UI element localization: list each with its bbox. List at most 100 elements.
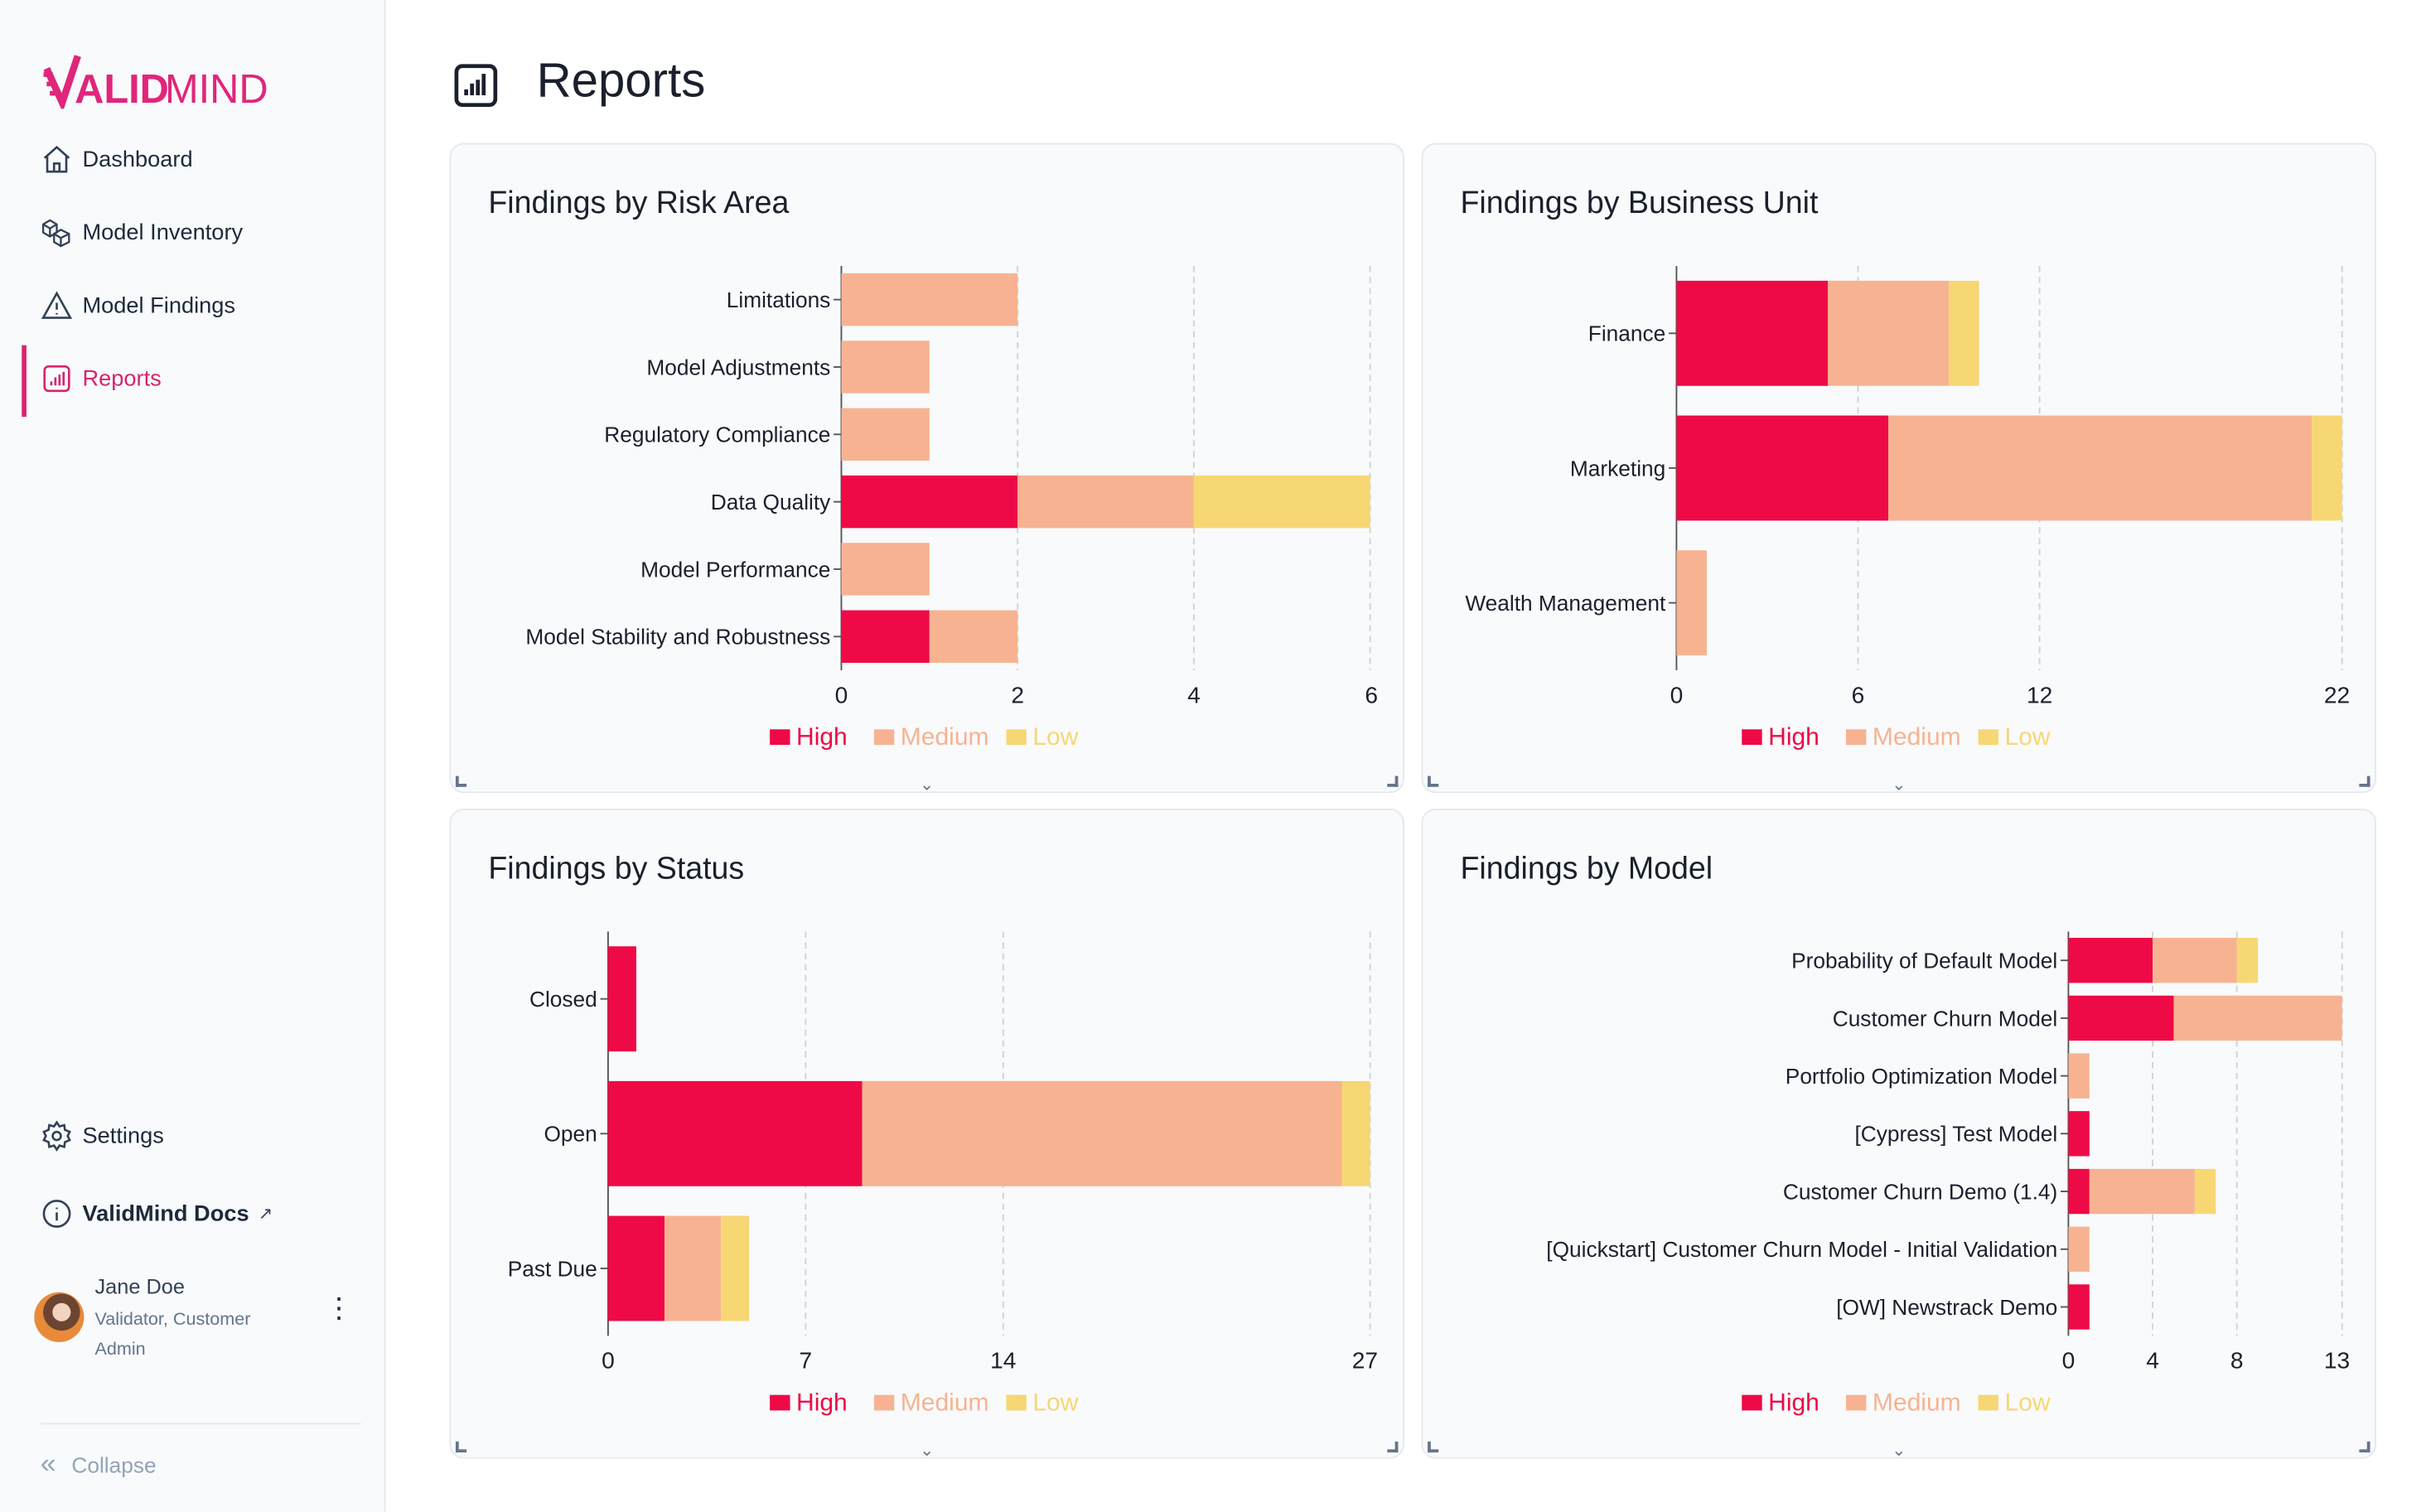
bar-medium[interactable] xyxy=(862,1080,1342,1186)
resize-handle[interactable] xyxy=(455,1441,467,1453)
chevron-down-icon[interactable]: ⌄ xyxy=(1892,1441,1906,1461)
legend-label[interactable]: Medium xyxy=(1873,723,1961,751)
legend-label[interactable]: Low xyxy=(1032,1389,1078,1416)
collapse-button[interactable]: « Collapse xyxy=(41,1447,157,1480)
x-tick-label: 4 xyxy=(2146,1348,2159,1374)
svg-text:MIND: MIND xyxy=(165,67,268,109)
bar-medium[interactable] xyxy=(841,543,930,596)
resize-handle[interactable] xyxy=(2359,1441,2370,1453)
bar-medium[interactable] xyxy=(841,273,1018,326)
legend-label[interactable]: Low xyxy=(2004,1389,2050,1416)
legend-label[interactable]: Medium xyxy=(901,1389,989,1416)
bar-high[interactable] xyxy=(607,946,636,1052)
x-tick-label: 7 xyxy=(800,1348,813,1374)
validmind-logo[interactable]: ALID MIND xyxy=(41,53,271,117)
y-tick-label: [Cypress] Test Model xyxy=(1855,1122,2058,1147)
y-tick-label: Finance xyxy=(1588,321,1665,346)
x-tick-label: 6 xyxy=(1365,682,1378,708)
chart-plot: 0 7 14 27 Closed Open Past Due High Medium Low xyxy=(508,931,1378,1416)
bar-high[interactable] xyxy=(607,1080,863,1186)
resize-handle[interactable] xyxy=(1387,1441,1399,1453)
bar-high[interactable] xyxy=(2068,1168,2090,1215)
bar-low[interactable] xyxy=(1341,1080,1370,1186)
x-tick-label: 4 xyxy=(1187,682,1201,708)
sidebar-item-settings[interactable]: Settings xyxy=(41,1119,164,1152)
bar-high[interactable] xyxy=(1676,415,1889,521)
legend-label[interactable]: Low xyxy=(2004,723,2050,751)
bar-medium[interactable] xyxy=(841,341,930,394)
bar-medium[interactable] xyxy=(2068,1053,2090,1099)
user-name: Jane Doe xyxy=(94,1275,185,1299)
chevron-down-icon[interactable]: ⌄ xyxy=(920,1441,935,1461)
bar-low[interactable] xyxy=(2194,1168,2216,1215)
sidebar-item-reports[interactable]: Reports xyxy=(41,362,162,394)
bar-medium[interactable] xyxy=(2068,1226,2090,1272)
bar-medium[interactable] xyxy=(2173,995,2342,1041)
bar-high[interactable] xyxy=(607,1215,665,1321)
resize-handle[interactable] xyxy=(1387,775,1399,787)
bar-medium[interactable] xyxy=(929,610,1018,664)
info-icon xyxy=(42,1200,71,1228)
chevron-down-icon[interactable]: ⌄ xyxy=(920,775,935,795)
resize-handle[interactable] xyxy=(1428,775,1439,787)
bar-high[interactable] xyxy=(1676,280,1828,386)
bar-medium[interactable] xyxy=(1676,550,1707,656)
legend-swatch xyxy=(1742,729,1762,746)
warning-icon xyxy=(41,291,73,319)
legend-label[interactable]: High xyxy=(1768,1389,1820,1416)
legend-label[interactable]: Low xyxy=(1032,723,1078,751)
legend-label[interactable]: High xyxy=(796,1389,848,1416)
x-tick-label: 22 xyxy=(2324,682,2350,708)
legend-swatch xyxy=(1978,1394,1998,1411)
sidebar-item-model-inventory[interactable]: Model Inventory xyxy=(41,216,243,249)
bar-medium[interactable] xyxy=(1888,415,2312,521)
resize-handle[interactable] xyxy=(2359,775,2370,787)
bar-low[interactable] xyxy=(1949,280,1979,386)
bar-high[interactable] xyxy=(2068,995,2174,1041)
legend-label[interactable]: Medium xyxy=(901,723,989,751)
resize-handle[interactable] xyxy=(455,775,467,787)
legend: High Medium Low xyxy=(1742,1389,2051,1416)
x-tick-label: 27 xyxy=(1352,1348,1378,1374)
bar-low[interactable] xyxy=(1193,475,1370,529)
y-tick-label: Past Due xyxy=(508,1256,597,1281)
chevron-down-icon[interactable]: ⌄ xyxy=(1892,775,1906,795)
y-tick-label: Closed xyxy=(529,987,597,1012)
bar-low[interactable] xyxy=(2312,415,2342,521)
bar-high[interactable] xyxy=(841,475,1018,529)
y-tick-label: Model Adjustments xyxy=(646,355,830,379)
bar-medium[interactable] xyxy=(664,1215,722,1321)
legend-label[interactable]: High xyxy=(1768,723,1820,751)
y-tick-label: Probability of Default Model xyxy=(1791,949,2057,973)
bar-medium[interactable] xyxy=(2153,937,2237,983)
x-tick-label: 14 xyxy=(990,1348,1016,1374)
chart-title: Findings by Business Unit xyxy=(1460,186,1819,221)
legend-label[interactable]: High xyxy=(796,723,848,751)
external-link-icon: ↗ xyxy=(258,1205,273,1225)
legend-label[interactable]: Medium xyxy=(1873,1389,1961,1416)
bar-medium[interactable] xyxy=(841,408,930,461)
x-tick-label: 8 xyxy=(2230,1348,2244,1374)
chart-card-business-unit: Findings by Business Unit ⌄ 0 6 12 22 Financ… xyxy=(1421,143,2377,795)
legend: High Medium Low xyxy=(770,1389,1079,1416)
bar-high[interactable] xyxy=(2068,1111,2090,1157)
bar-medium[interactable] xyxy=(2089,1168,2195,1215)
resize-handle[interactable] xyxy=(1428,1441,1439,1453)
bar-low[interactable] xyxy=(2236,937,2259,983)
bar-high[interactable] xyxy=(2068,1284,2090,1330)
x-tick-label: 6 xyxy=(1852,682,1865,708)
more-options-icon[interactable]: ⋮ xyxy=(325,1292,354,1324)
sidebar-item-model-findings[interactable]: Model Findings xyxy=(41,289,235,321)
chart-plot: 0 6 12 22 Finance Marketing Wealth Management H… xyxy=(1465,265,2350,751)
y-tick-label: Regulatory Compliance xyxy=(604,423,830,447)
y-tick-label: Customer Churn Model xyxy=(1833,1006,2058,1031)
bar-medium[interactable] xyxy=(1827,280,1950,386)
legend: High Medium Low xyxy=(770,723,1079,751)
validmind-docs-link[interactable]: ValidMind Docs ↗ xyxy=(41,1197,273,1229)
x-tick-label: 13 xyxy=(2324,1348,2350,1374)
sidebar-item-dashboard[interactable]: Dashboard xyxy=(41,143,193,176)
bar-high[interactable] xyxy=(841,610,930,664)
bar-high[interactable] xyxy=(2068,937,2153,983)
bar-low[interactable] xyxy=(721,1215,750,1321)
bar-medium[interactable] xyxy=(1017,475,1194,529)
